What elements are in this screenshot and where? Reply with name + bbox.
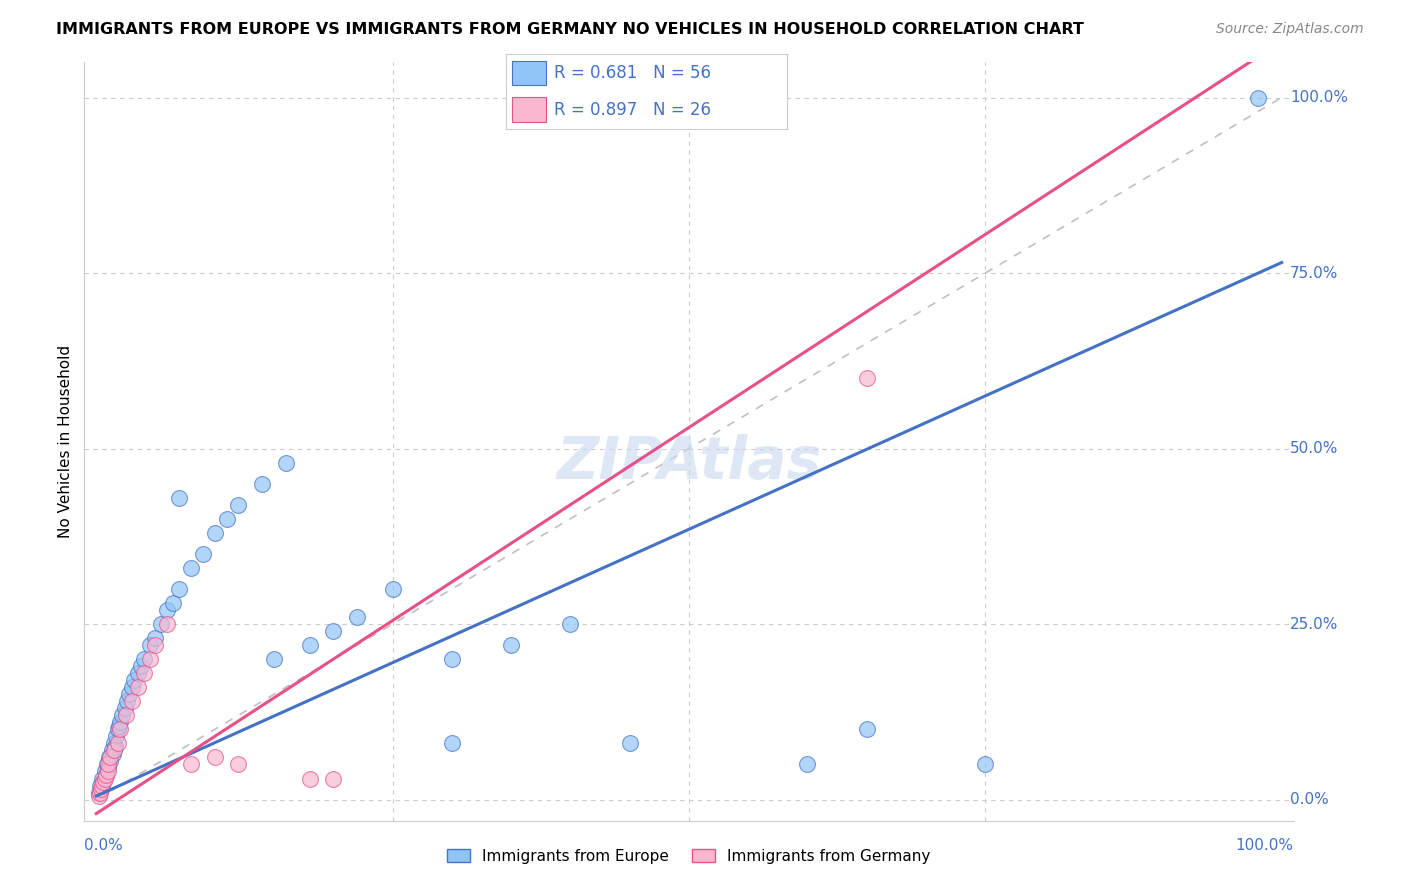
Point xyxy=(115,694,138,708)
Text: 100.0%: 100.0% xyxy=(1236,838,1294,853)
Point xyxy=(298,638,321,652)
Text: 25.0%: 25.0% xyxy=(1289,616,1339,632)
Point xyxy=(560,617,582,632)
Point xyxy=(191,547,214,561)
Y-axis label: No Vehicles in Household: No Vehicles in Household xyxy=(58,345,73,538)
Point xyxy=(94,768,117,782)
Point xyxy=(263,652,285,666)
Point xyxy=(322,772,344,786)
Text: 50.0%: 50.0% xyxy=(1289,441,1339,456)
Text: 100.0%: 100.0% xyxy=(1289,90,1348,105)
Point xyxy=(87,786,110,800)
Point xyxy=(91,775,114,789)
Point xyxy=(250,476,273,491)
Point xyxy=(132,652,155,666)
Point xyxy=(100,743,122,757)
Point xyxy=(121,694,143,708)
Point xyxy=(97,761,120,775)
Point xyxy=(121,680,143,694)
Point xyxy=(619,736,641,750)
Point xyxy=(118,687,141,701)
Point xyxy=(127,680,149,694)
Point xyxy=(855,371,877,385)
Text: R = 0.681   N = 56: R = 0.681 N = 56 xyxy=(554,64,711,82)
Point xyxy=(138,638,160,652)
Point xyxy=(104,739,127,754)
Text: 0.0%: 0.0% xyxy=(1289,792,1329,807)
Point xyxy=(108,715,131,730)
Point xyxy=(501,638,523,652)
Text: 75.0%: 75.0% xyxy=(1289,266,1339,281)
Point xyxy=(103,736,125,750)
Point xyxy=(1247,90,1270,104)
Point xyxy=(91,775,114,789)
Bar xyxy=(512,62,546,86)
Point xyxy=(105,730,128,744)
Text: R = 0.897   N = 26: R = 0.897 N = 26 xyxy=(554,101,711,119)
Point xyxy=(145,638,167,652)
Point xyxy=(855,723,877,737)
Point xyxy=(97,764,120,779)
Point xyxy=(115,708,138,723)
Point xyxy=(440,736,463,750)
Point xyxy=(89,779,111,793)
Point xyxy=(974,757,997,772)
Point xyxy=(107,723,129,737)
Point xyxy=(167,491,190,505)
Point xyxy=(381,582,404,596)
Point xyxy=(87,789,110,803)
Point xyxy=(298,772,321,786)
Point xyxy=(101,747,124,761)
Point xyxy=(96,757,118,772)
Point xyxy=(150,617,173,632)
Point xyxy=(100,750,122,764)
Point xyxy=(180,757,202,772)
Point xyxy=(100,754,122,768)
Point xyxy=(228,757,250,772)
Point xyxy=(91,779,114,793)
Point xyxy=(127,666,149,681)
Bar xyxy=(512,97,546,122)
Point xyxy=(204,750,226,764)
Text: Source: ZipAtlas.com: Source: ZipAtlas.com xyxy=(1216,22,1364,37)
Point xyxy=(346,610,368,624)
Point xyxy=(90,782,112,797)
Point xyxy=(91,772,114,786)
Point xyxy=(322,624,344,639)
Point xyxy=(97,757,120,772)
Point xyxy=(796,757,818,772)
Point xyxy=(145,631,167,645)
Point xyxy=(98,750,121,764)
Point xyxy=(274,456,297,470)
Point xyxy=(138,652,160,666)
Point xyxy=(89,786,111,800)
Point xyxy=(122,673,145,688)
Legend: Immigrants from Europe, Immigrants from Germany: Immigrants from Europe, Immigrants from … xyxy=(441,843,936,870)
Text: ZIPAtlas: ZIPAtlas xyxy=(557,434,821,491)
Point xyxy=(108,723,131,737)
Point xyxy=(93,764,115,779)
Point xyxy=(90,782,112,797)
Point xyxy=(440,652,463,666)
Point xyxy=(107,736,129,750)
Point xyxy=(215,512,238,526)
Point xyxy=(114,701,136,715)
Point xyxy=(111,708,134,723)
Point xyxy=(156,617,179,632)
Point xyxy=(228,498,250,512)
Text: 0.0%: 0.0% xyxy=(84,838,124,853)
Point xyxy=(180,561,202,575)
Point xyxy=(204,525,226,540)
Point xyxy=(94,768,117,782)
Point xyxy=(103,743,125,757)
Text: IMMIGRANTS FROM EUROPE VS IMMIGRANTS FROM GERMANY NO VEHICLES IN HOUSEHOLD CORRE: IMMIGRANTS FROM EUROPE VS IMMIGRANTS FRO… xyxy=(56,22,1084,37)
Point xyxy=(129,659,152,673)
Point xyxy=(162,596,184,610)
Point xyxy=(107,719,129,733)
Point xyxy=(156,603,179,617)
Point xyxy=(167,582,190,596)
Point xyxy=(132,666,155,681)
Point xyxy=(93,772,115,786)
